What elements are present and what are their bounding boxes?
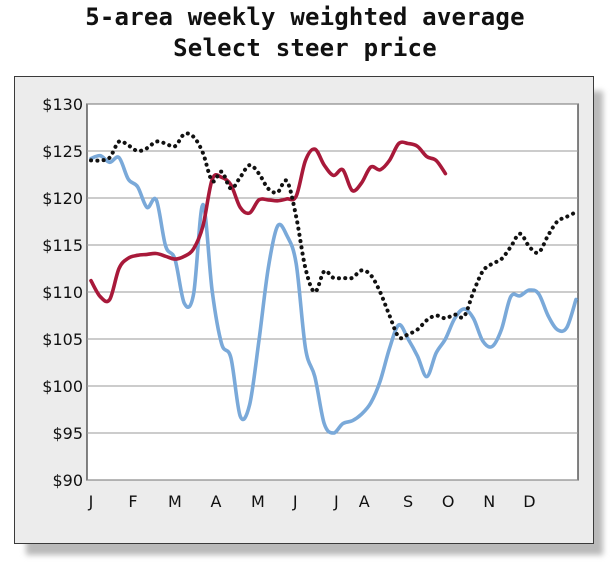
y-tick-label: $110 — [42, 283, 83, 302]
y-tick-label: $95 — [52, 424, 83, 443]
y-tick-label: $105 — [42, 330, 83, 349]
y-tick-label: $125 — [42, 142, 83, 161]
x-tick-label: N — [483, 492, 495, 511]
x-tick-label: O — [442, 492, 455, 511]
series-layer — [89, 131, 578, 435]
x-tick-label: J — [333, 492, 339, 511]
x-tick-label: A — [359, 492, 370, 511]
chart-title-line-1: 5-area weekly weighted average — [85, 3, 525, 31]
x-tick-label: S — [403, 492, 413, 511]
x-tick-label: M — [251, 492, 265, 511]
x-tick-label: A — [211, 492, 222, 511]
series-line-dotted — [89, 131, 578, 341]
y-axis-tick-labels: $130 $125 $120 $115 $110 $105 $100 $95 $90 — [42, 95, 83, 490]
chart-title-line-2: Select steer price — [173, 34, 437, 62]
x-tick-label: J — [292, 492, 298, 511]
x-tick-label: D — [523, 492, 535, 511]
y-tick-label: $115 — [42, 236, 83, 255]
series-line-blue — [89, 153, 578, 435]
y-tick-label: $90 — [52, 471, 83, 490]
y-tick-label: $100 — [42, 377, 83, 396]
x-tick-label: M — [168, 492, 182, 511]
x-tick-label: F — [128, 492, 137, 511]
series-line-red — [89, 140, 448, 304]
y-tick-label: $120 — [42, 189, 83, 208]
y-tick-label: $130 — [42, 95, 83, 114]
chart-title: 5-area weekly weighted average Select st… — [0, 2, 610, 64]
grid-layer — [86, 103, 579, 481]
x-tick-label: J — [88, 492, 94, 511]
